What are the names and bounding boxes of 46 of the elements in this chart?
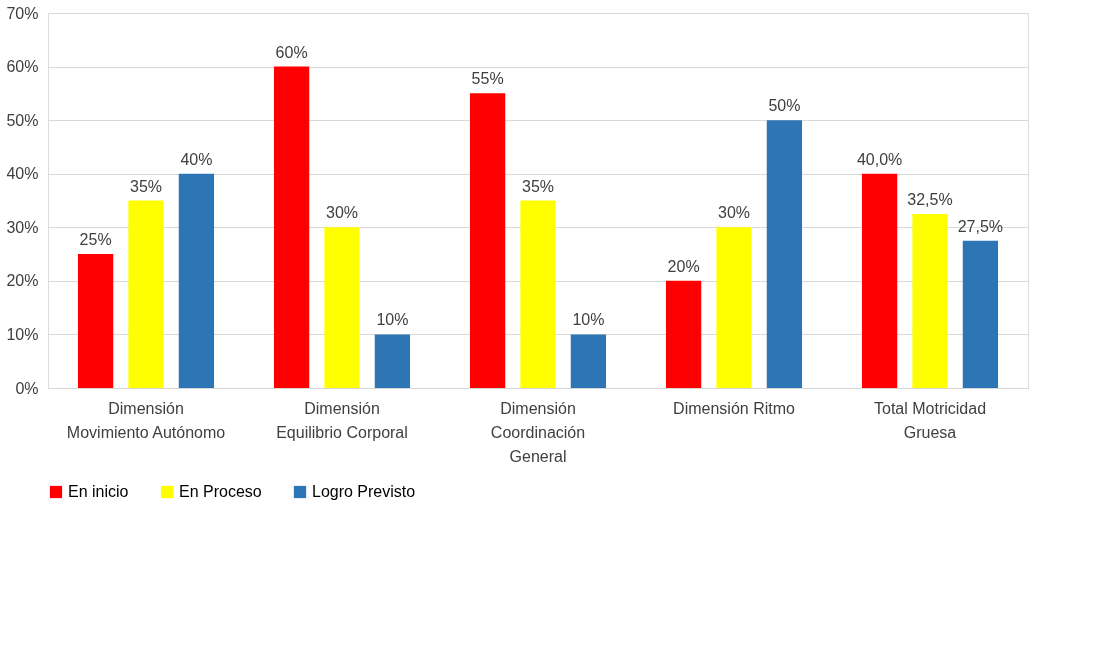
data-label: 30%: [325, 204, 359, 222]
y-tick-label: 50%: [6, 111, 39, 129]
legend-label: En Proceso: [179, 483, 262, 500]
y-tick-label: 70%: [6, 4, 39, 22]
bar: [374, 334, 411, 388]
bar: [962, 240, 999, 388]
legend-label: En inicio: [68, 483, 129, 500]
data-label: 10%: [376, 311, 409, 329]
bar: [665, 280, 702, 388]
data-label: 60%: [275, 43, 308, 61]
data-label: 55%: [471, 70, 504, 88]
bar: [128, 200, 164, 388]
bar: [570, 334, 607, 388]
data-label: 30%: [717, 204, 751, 222]
y-tick-label: 10%: [6, 325, 39, 343]
y-tick-label: 40%: [6, 165, 39, 183]
bar: [716, 227, 752, 388]
x-tick-label: Dimensión Ritmo: [673, 399, 796, 417]
bar: [912, 213, 948, 388]
bar: [766, 120, 803, 388]
y-tick-label: 20%: [6, 272, 39, 290]
data-label: 25%: [79, 231, 112, 249]
data-label: 50%: [768, 97, 801, 115]
x-tick-label: Dimensión Coordinación General: [490, 399, 586, 465]
bar: [77, 254, 114, 388]
data-label: 32,5%: [907, 190, 953, 208]
x-tick-label: Dimensión Equilibrio Corporal: [276, 399, 408, 441]
y-tick-label: 30%: [6, 218, 39, 236]
bar: [861, 173, 898, 388]
data-label: 40%: [180, 150, 213, 168]
y-tick-label: 60%: [6, 58, 39, 76]
legend-label: Logro Previsto: [312, 483, 416, 500]
bar: [273, 66, 310, 388]
data-label: 35%: [129, 177, 163, 195]
x-tick-label: Dimensión Movimiento Autónomo: [66, 399, 226, 441]
data-label: 35%: [521, 177, 555, 195]
data-label: 40,0%: [856, 150, 903, 168]
bar: [520, 200, 556, 388]
data-label: 27,5%: [957, 217, 1004, 235]
data-label: 10%: [572, 311, 605, 329]
x-tick-label: Total Motricidad Gruesa: [873, 399, 987, 441]
bar: [178, 173, 215, 388]
bar: [324, 227, 360, 388]
data-label: 20%: [667, 257, 700, 275]
y-tick-label: 0%: [15, 379, 39, 397]
bar: [469, 93, 506, 388]
